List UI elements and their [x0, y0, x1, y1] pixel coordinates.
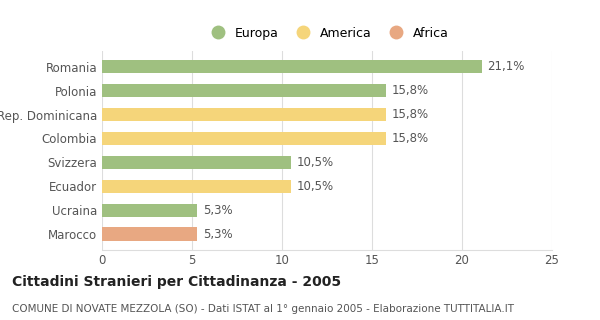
- Bar: [102, 108, 386, 121]
- Text: Cittadini Stranieri per Cittadinanza - 2005: Cittadini Stranieri per Cittadinanza - 2…: [12, 275, 341, 289]
- Bar: [102, 84, 386, 97]
- Bar: [102, 156, 291, 169]
- Bar: [102, 228, 197, 241]
- Bar: [102, 180, 291, 193]
- Bar: [102, 132, 386, 145]
- Text: 15,8%: 15,8%: [392, 84, 429, 97]
- Bar: [102, 204, 197, 217]
- Text: 21,1%: 21,1%: [487, 60, 524, 73]
- Legend: Europa, America, Africa: Europa, America, Africa: [200, 22, 454, 45]
- Text: 5,3%: 5,3%: [203, 228, 232, 241]
- Text: 15,8%: 15,8%: [392, 132, 429, 145]
- Text: COMUNE DI NOVATE MEZZOLA (SO) - Dati ISTAT al 1° gennaio 2005 - Elaborazione TUT: COMUNE DI NOVATE MEZZOLA (SO) - Dati IST…: [12, 304, 514, 314]
- Text: 15,8%: 15,8%: [392, 108, 429, 121]
- Text: 5,3%: 5,3%: [203, 204, 232, 217]
- Text: 10,5%: 10,5%: [296, 156, 334, 169]
- Text: 10,5%: 10,5%: [296, 180, 334, 193]
- Bar: [102, 60, 482, 73]
